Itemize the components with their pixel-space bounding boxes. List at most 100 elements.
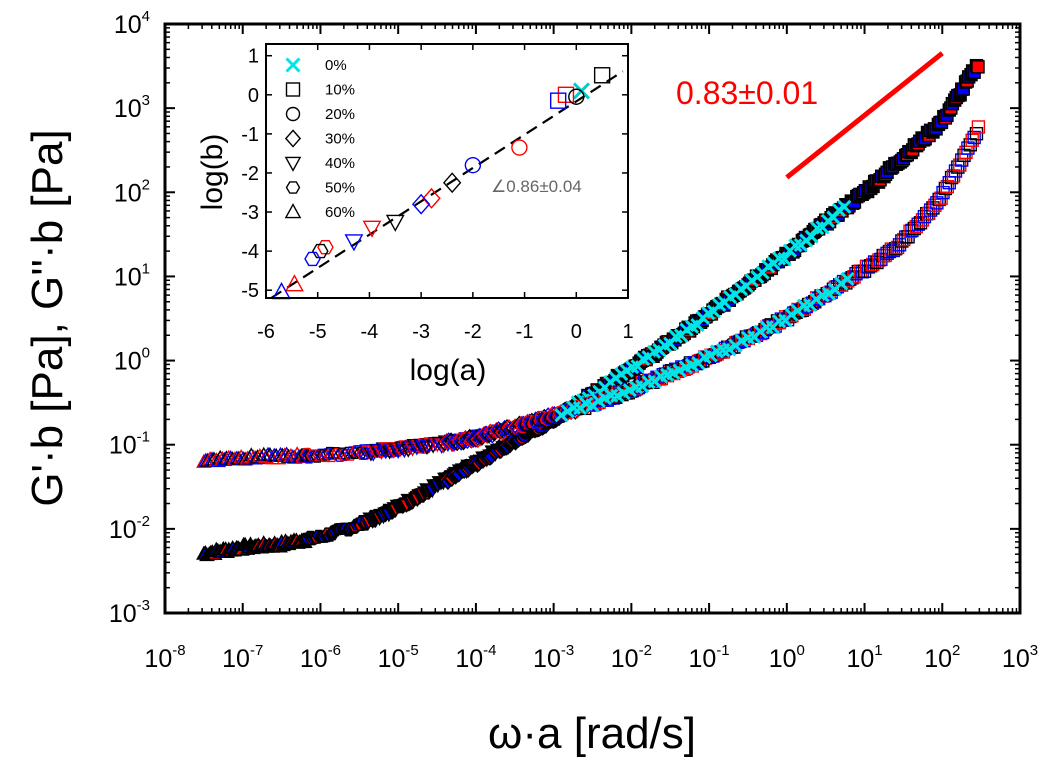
inset-data-point: [422, 187, 441, 209]
main-data-layer: [196, 58, 986, 562]
x-tick-label: 10-3: [533, 642, 574, 673]
inset-x-ticks: -6 -5 -4 -3 -2 -1 0 1: [257, 44, 634, 343]
data-point-g2: [804, 229, 819, 244]
data-point-g1: [472, 427, 488, 445]
inset-fit-line: [270, 70, 624, 299]
legend-label: 50%: [325, 180, 355, 197]
y-tick-label: 104: [114, 8, 150, 39]
legend-label: 10%: [325, 82, 355, 99]
inset-plot: -6 -5 -4 -3 -2 -1 0 1 1 0 -1 -2 -3 -4 -5 log(a) log(b…: [196, 43, 634, 387]
inset-data-point: [344, 234, 364, 252]
inset-y-axis-title: log(b): [196, 134, 229, 211]
main-plot-frame: [163, 22, 1022, 615]
data-point-g1: [283, 447, 299, 463]
inset-data-point: [411, 193, 431, 215]
data-point-g1: [208, 452, 225, 467]
inset-data-point: [442, 172, 462, 194]
x-tick-label: 102: [924, 642, 960, 673]
data-point-g2: [837, 199, 852, 214]
inset-x-tick-label: 0: [571, 321, 582, 343]
y-axis-title: G'·b [Pa], G''·b [Pa]: [23, 129, 72, 506]
legend-label: 20%: [325, 106, 355, 123]
inset-y-tick-label: 0: [248, 85, 259, 107]
inset-y-tick-label: -4: [241, 241, 259, 263]
data-point-g1: [441, 432, 457, 450]
inset-data-point: [385, 214, 405, 232]
y-tick-label: 10-2: [109, 513, 150, 544]
inset-plot-background: [266, 44, 628, 298]
data-point-g1: [840, 271, 855, 287]
inset-y-ticks: 1 0 -1 -2 -3 -4 -5: [241, 46, 628, 302]
legend-marker-40%: [284, 156, 302, 172]
x-tick-label: 10-4: [455, 642, 496, 673]
x-tick-label: 10-2: [611, 642, 652, 673]
data-point-g1: [466, 430, 482, 448]
inset-x-axis-title: log(a): [410, 354, 487, 387]
x-tick-label: 10-1: [689, 642, 730, 673]
inset-data-point: [362, 220, 382, 238]
inset-y-tick-label: -5: [241, 280, 259, 302]
inset-x-tick-label: 1: [622, 321, 633, 343]
inset-data-point: [464, 156, 482, 174]
inset-x-tick-label: -5: [309, 321, 327, 343]
inset-data-point: [311, 243, 329, 259]
inset-data-point: [317, 239, 334, 255]
y-tick-label: 102: [114, 176, 150, 207]
y-tick-label: 10-3: [109, 597, 150, 628]
x-axis-title: ω·a [rad/s]: [488, 709, 696, 758]
inset-data-point: [304, 251, 321, 267]
y-tick-label: 100: [114, 345, 150, 376]
data-point-g1: [392, 443, 408, 458]
legend-marker-20%: [285, 106, 301, 122]
inset-x-tick-label: -2: [464, 321, 482, 343]
data-point-g1: [324, 450, 339, 463]
data-point-g1: [206, 451, 222, 466]
legend-label: 40%: [325, 155, 355, 172]
x-tick-label: 10-7: [222, 642, 263, 673]
data-point-g1: [199, 452, 216, 467]
x-tick-label: 101: [846, 642, 882, 673]
data-point-g1: [249, 449, 266, 464]
data-point-g1: [381, 445, 398, 460]
legend-marker-10%: [285, 82, 301, 97]
inset-data-point: [285, 274, 304, 292]
slope-line: [785, 51, 944, 180]
data-point-g1: [821, 286, 836, 301]
inset-x-tick-label: -3: [412, 321, 430, 343]
data-point-g1: [969, 126, 984, 141]
x-tick-label: 100: [769, 642, 805, 673]
data-point-g1: [532, 413, 546, 427]
x-tick-label: 10-5: [378, 642, 419, 673]
data-point-g1: [953, 158, 967, 172]
y-tick-label: 103: [114, 92, 150, 123]
inset-y-tick-label: 1: [248, 46, 259, 68]
inset-slope-annotation: ∠0.86±0.04: [491, 177, 582, 196]
legend-label: 0%: [325, 57, 347, 74]
data-point-g1: [359, 444, 375, 459]
y-tick-label: 10-1: [109, 429, 150, 460]
main-plot: 10-8 10-7 10-6 10-5 10-4 10-3 10-2 10-1 100 101 10…: [23, 8, 1038, 758]
inset-data-point: [593, 67, 611, 84]
data-point-g2: [971, 60, 985, 74]
legend-marker-60%: [284, 203, 302, 219]
data-point-g1: [499, 418, 515, 437]
inset-y-tick-label: -1: [241, 124, 259, 146]
inset-x-tick-label: -4: [361, 321, 379, 343]
inset-y-tick-label: -3: [241, 202, 259, 224]
data-point-g1: [216, 451, 233, 466]
slope-annotation: 0.83±0.01: [676, 75, 818, 111]
inset-data-point: [511, 139, 528, 156]
inset-plot-frame: [265, 43, 629, 299]
inset-legend: 0% 10% 20% 30% 40% 50% 60%: [284, 57, 355, 221]
x-tick-label: 10-6: [300, 642, 341, 673]
x-tick-label: 103: [1002, 642, 1038, 673]
data-point-g1: [425, 439, 441, 454]
x-tick-label: 10-8: [144, 642, 185, 673]
data-point-g1: [237, 451, 253, 466]
y-tick-label: 101: [114, 260, 150, 291]
inset-data-point: [568, 88, 585, 105]
inset-y-tick-label: -2: [241, 163, 259, 185]
inset-x-tick-label: -6: [257, 321, 275, 343]
inset-data-layer: [272, 67, 611, 300]
